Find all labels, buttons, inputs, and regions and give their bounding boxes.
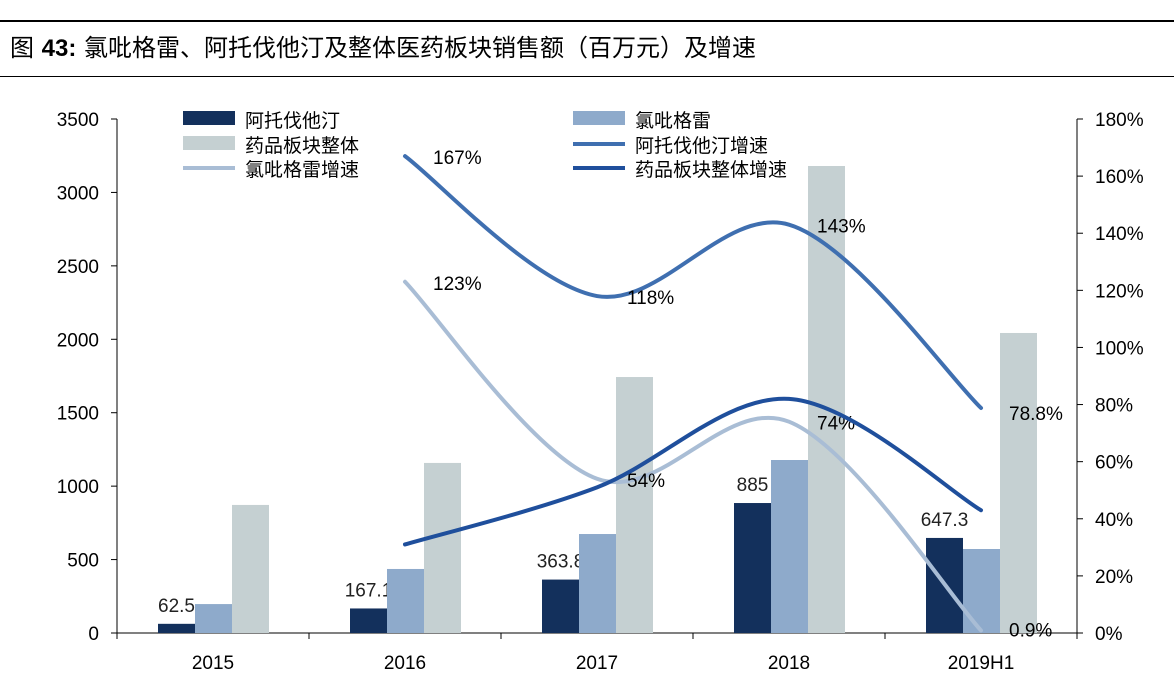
x-tick-label: 2019H1 [948,653,1015,674]
left-tick-label: 2000 [57,330,99,351]
bar-0 [350,608,387,633]
right-tick-label: 20% [1095,567,1133,588]
left-tick-label: 3000 [57,183,99,204]
title-rule [0,76,1174,77]
bar-2 [1000,332,1037,633]
bar-data-label: 62.5 [158,596,195,617]
left-tick-label: 0 [88,624,99,645]
line-data-label: 54% [627,471,665,492]
line-data-label: 0.9% [1009,620,1052,641]
left-tick-label: 500 [67,551,99,572]
bar-data-label: 647.3 [921,510,969,531]
legend-label: 药品板块整体 [245,135,359,157]
bar-0 [542,579,579,633]
line-series-0 [403,154,983,410]
bar-1 [963,548,1000,633]
left-tick-label: 3500 [57,110,99,131]
line-series-2 [403,396,983,547]
bar-data-label: 363.8 [537,552,585,573]
x-tick-label: 2016 [384,653,426,674]
x-tick-label: 2018 [768,653,810,674]
left-tick-label: 2500 [57,257,99,278]
right-tick-label: 0% [1095,624,1123,645]
legend-label: 阿托伐他汀增速 [635,135,768,157]
bar-0 [158,623,195,633]
bar-data-label: 167.1 [345,580,393,601]
line-data-label: 118% [627,288,674,309]
right-tick-label: 40% [1095,510,1133,531]
right-tick-label: 80% [1095,396,1133,417]
right-tick-label: 140% [1095,224,1144,245]
bar-2 [232,504,269,633]
line-data-label: 123% [433,274,482,295]
bar-1 [579,534,616,633]
x-tick-label: 2017 [576,653,618,674]
legend-label: 氯吡格雷增速 [245,159,359,181]
right-tick-label: 100% [1095,338,1144,359]
legend-label: 药品板块整体增速 [635,159,787,181]
legend-swatch [573,111,625,125]
bar-1 [771,460,808,633]
line-series-1 [403,279,983,633]
right-tick-label: 160% [1095,167,1144,188]
left-tick-label: 1500 [57,404,99,425]
right-tick-label: 60% [1095,453,1133,474]
bar-1 [387,568,424,633]
bar-0 [734,503,771,633]
right-tick-label: 120% [1095,281,1144,302]
line-data-label: 143% [817,217,866,238]
line-data-label: 167% [433,148,482,169]
legend-swatch [183,136,235,150]
figure-title: 图 43: 氯吡格雷、阿托伐他汀及整体医药板块销售额（百万元）及增速 [10,28,756,63]
x-tick-label: 2015 [192,653,234,674]
top-rule [0,20,1174,22]
right-tick-label: 180% [1095,110,1144,131]
legend-label: 氯吡格雷 [635,110,711,132]
legend-label: 阿托伐他汀 [245,110,340,132]
bar-2 [424,462,461,633]
bar-2 [616,377,653,633]
figure-title-text: 氯吡格雷、阿托伐他汀及整体医药板块销售额（百万元）及增速 [83,34,756,62]
legend-swatch [183,111,235,125]
left-tick-label: 1000 [57,477,99,498]
figure-prefix: 图 [10,34,34,62]
bar-data-label: 885 [737,475,769,496]
line-data-label: 78.8% [1009,404,1063,425]
figure-number: 43: [41,35,77,62]
line-data-label: 74% [817,414,855,435]
bar-1 [195,604,232,633]
